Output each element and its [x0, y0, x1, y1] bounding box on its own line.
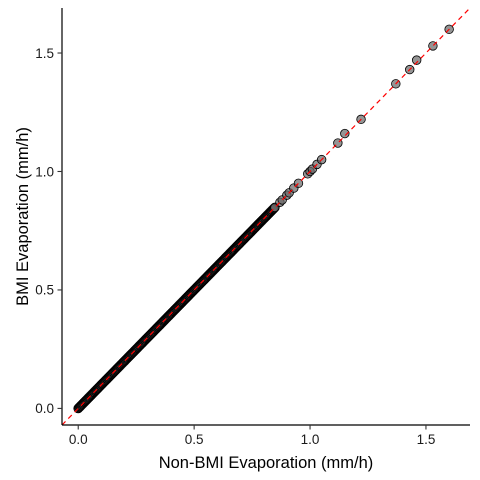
y-tick-label: 1.5	[35, 46, 54, 61]
y-axis-title: BMI Evaporation (mm/h)	[14, 127, 32, 306]
reference-line	[61, 7, 471, 426]
data-point	[411, 55, 422, 65]
x-axis-title: Non-BMI Evaporation (mm/h)	[159, 454, 374, 472]
x-tick-label: 1.5	[417, 432, 436, 447]
axes: 0.0 0.5 1.0 1.5 0.0 0.5 1.0 1.5	[35, 8, 470, 447]
y-tick-label: 0.0	[35, 401, 54, 416]
x-tick-label: 0.0	[69, 432, 88, 447]
plot-area	[61, 7, 471, 426]
x-tick-label: 1.0	[301, 432, 320, 447]
data-point	[340, 128, 350, 139]
x-tick-label: 0.5	[185, 432, 204, 447]
y-tick-label: 1.0	[35, 164, 54, 179]
y-tick-label: 0.5	[35, 283, 54, 298]
